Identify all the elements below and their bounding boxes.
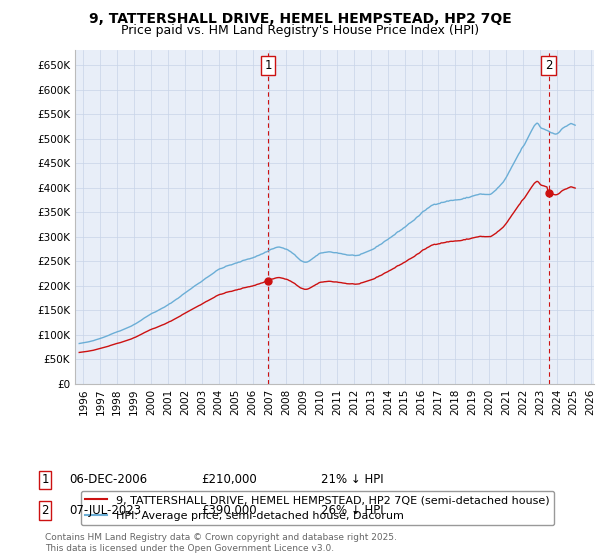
Text: 9, TATTERSHALL DRIVE, HEMEL HEMPSTEAD, HP2 7QE: 9, TATTERSHALL DRIVE, HEMEL HEMPSTEAD, H…: [89, 12, 511, 26]
Text: 2: 2: [545, 59, 552, 72]
Text: 2: 2: [41, 504, 49, 517]
Text: 1: 1: [41, 473, 49, 486]
Text: Contains HM Land Registry data © Crown copyright and database right 2025.
This d: Contains HM Land Registry data © Crown c…: [45, 533, 397, 553]
Text: 21% ↓ HPI: 21% ↓ HPI: [321, 473, 383, 486]
Text: £390,000: £390,000: [201, 504, 257, 517]
Text: 26% ↓ HPI: 26% ↓ HPI: [321, 504, 383, 517]
Legend: 9, TATTERSHALL DRIVE, HEMEL HEMPSTEAD, HP2 7QE (semi-detached house), HPI: Avera: 9, TATTERSHALL DRIVE, HEMEL HEMPSTEAD, H…: [80, 491, 554, 525]
Text: 1: 1: [265, 59, 272, 72]
Text: Price paid vs. HM Land Registry's House Price Index (HPI): Price paid vs. HM Land Registry's House …: [121, 24, 479, 36]
Text: £210,000: £210,000: [201, 473, 257, 486]
Text: 06-DEC-2006: 06-DEC-2006: [69, 473, 147, 486]
Text: 07-JUL-2023: 07-JUL-2023: [69, 504, 141, 517]
